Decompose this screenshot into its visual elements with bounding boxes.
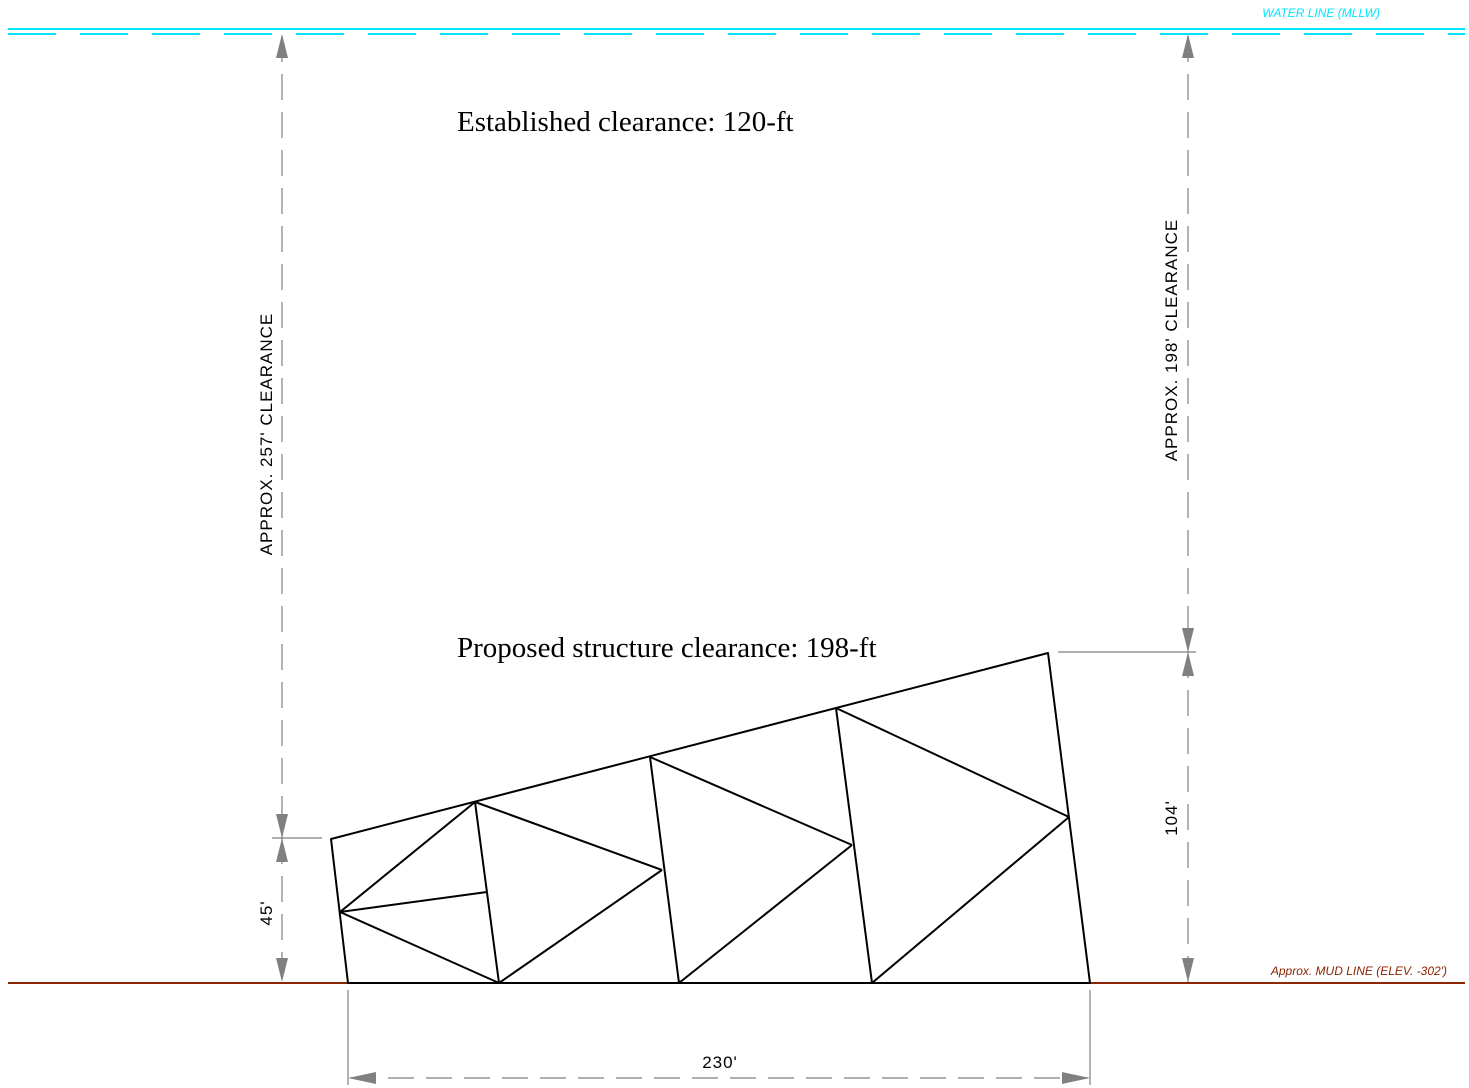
- truss-post: [835, 707, 873, 984]
- base-width-label: 230': [702, 1053, 738, 1072]
- right-dimension: [1058, 36, 1196, 982]
- left-dimension: [272, 36, 322, 982]
- water-line-label: WATER LINE (MLLW): [1262, 6, 1380, 20]
- bottom-dimension: [347, 990, 1091, 1085]
- established-clearance-label: Established clearance: 120-ft: [457, 106, 794, 138]
- right-dimension-arrows: [1182, 34, 1194, 982]
- right-clearance-label: APPROX. 198' CLEARANCE: [1162, 219, 1181, 462]
- right-height-label: 104': [1162, 800, 1181, 836]
- truss-diagonal: [339, 801, 476, 913]
- truss-diagonal: [678, 844, 853, 984]
- truss-diagonal: [871, 816, 1070, 984]
- left-dimension-arrows: [276, 34, 288, 982]
- left-height-label: 45': [257, 900, 276, 925]
- truss-diagonal: [474, 801, 663, 871]
- truss-diagonal: [339, 891, 488, 913]
- truss-diagonal: [835, 707, 1070, 818]
- truss-outline: [330, 652, 1091, 984]
- truss-diagonal: [498, 869, 663, 984]
- left-clearance-label: APPROX. 257' CLEARANCE: [257, 313, 276, 556]
- proposed-clearance-label: Proposed structure clearance: 198-ft: [457, 632, 877, 664]
- mud-line-label: Approx. MUD LINE (ELEV. -302'): [1270, 964, 1447, 978]
- water-line: [8, 28, 1465, 35]
- truss-diagonal: [339, 911, 500, 984]
- truss-post: [649, 756, 680, 984]
- truss-structure: [330, 652, 1091, 984]
- truss-diagonal: [649, 756, 853, 846]
- bottom-dimension-arrows: [348, 1072, 1090, 1084]
